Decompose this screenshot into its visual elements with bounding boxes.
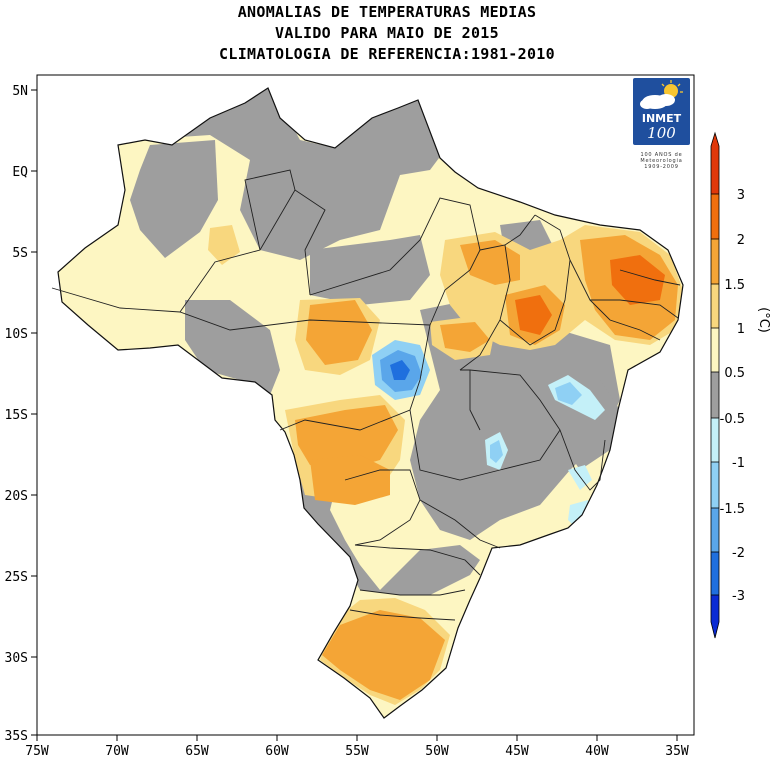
colorbar-segment (711, 552, 719, 595)
inmet-logo: INMET 100 100 ANOS de Meteorologia 1909-… (633, 78, 690, 180)
colorbar-label: 1.5 (724, 278, 745, 293)
title-line-1: ANOMALIAS DE TEMPERATURAS MEDIAS (237, 3, 537, 21)
country-outline (57, 87, 684, 719)
colorbar-label: -3 (732, 589, 745, 604)
colorbar-segment (711, 194, 719, 239)
title-line-2: VALIDO PARA MAIO DE 2015 (275, 24, 499, 42)
x-tick-label: 40W (585, 744, 609, 759)
colorbar-segment (711, 239, 719, 284)
y-tick-label: 5N (12, 84, 28, 99)
near-normal-zones (130, 88, 620, 595)
x-tick-label: 45W (505, 744, 529, 759)
x-tick-label: 50W (425, 744, 449, 759)
colorbar-segment (711, 284, 719, 328)
colorbar-segment (711, 418, 719, 462)
y-tick-labels: 5N EQ 5S 10S 15S 20S 25S 30S 35S (5, 84, 29, 744)
colorbar-label: 1 (737, 322, 745, 337)
colorbar-label: -0.5 (720, 412, 745, 427)
x-tick-label: 70W (105, 744, 129, 759)
colorbar-unit: (°C) (756, 307, 771, 333)
colorbar-label: -1 (732, 456, 745, 471)
cloud-sun-icon (640, 80, 683, 109)
cold-anomaly-zones (372, 340, 605, 530)
y-tick-label: 25S (5, 570, 28, 585)
title-line-3: CLIMATOLOGIA DE REFERENCIA:1981-2010 (219, 45, 555, 63)
colorbar (710, 131, 720, 639)
y-tick-label: EQ (12, 165, 28, 180)
colorbar-segment (711, 372, 719, 418)
colorbar-segment (711, 328, 719, 372)
x-tick-label: 35W (665, 744, 689, 759)
x-tick-label: 55W (345, 744, 369, 759)
y-tick-label: 30S (5, 651, 28, 666)
state-boundaries (51, 169, 681, 621)
colorbar-label: 3 (737, 188, 745, 203)
y-tick-label: 10S (5, 327, 28, 342)
y-tick-marks (31, 89, 37, 736)
x-tick-labels: 75W 70W 65W 60W 55W 50W 45W 40W 35W (25, 744, 689, 759)
colorbar-segment (711, 146, 719, 194)
colorbar-segment (711, 462, 719, 508)
y-tick-label: 15S (5, 408, 28, 423)
logo-name: INMET (641, 112, 682, 125)
colorbar-label: 0.5 (724, 366, 745, 381)
y-tick-label: 20S (5, 489, 28, 504)
y-tick-label: 35S (5, 729, 28, 744)
x-tick-label: 65W (185, 744, 209, 759)
colorbar-segment (711, 622, 719, 638)
y-tick-label: 5S (12, 246, 28, 261)
colorbar-label: -2 (732, 546, 745, 561)
colorbar-segment (711, 133, 719, 146)
logo-caption: 100 ANOS de Meteorologia 1909-2009 (640, 152, 683, 170)
colorbar-segment (711, 595, 719, 622)
map-title: ANOMALIAS DE TEMPERATURAS MEDIAS VALIDO … (0, 2, 774, 65)
warm-2-zones (515, 255, 665, 335)
colorbar-label: 2 (737, 233, 745, 248)
x-tick-marks (36, 735, 678, 741)
logo-badge: INMET 100 (633, 78, 690, 145)
x-tick-label: 60W (265, 744, 289, 759)
x-tick-label: 75W (25, 744, 49, 759)
colorbar-labels: 3 2 1.5 1 0.5 -0.5 -1 -1.5 -2 -3 (720, 188, 745, 604)
colorbar-label: -1.5 (720, 502, 745, 517)
colorbar-segment (711, 508, 719, 552)
logo-number: 100 (647, 124, 676, 142)
